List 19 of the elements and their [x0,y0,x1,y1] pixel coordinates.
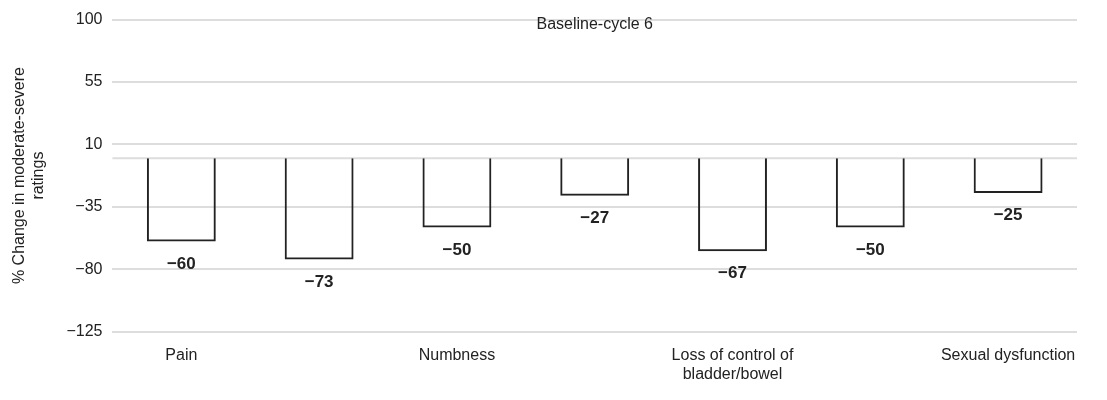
data-label: −50 [442,239,472,259]
y-tick-label: 55 [84,72,103,90]
data-label: −60 [166,253,196,273]
data-label: −27 [580,207,610,227]
y-tick-label: −80 [75,259,103,277]
data-label: −25 [993,205,1023,225]
y-axis-title: % Change in moderate-severe ratings [10,67,47,285]
x-tick-label: Pain [165,345,198,363]
x-tick-label: Sexual dysfunction [940,345,1076,363]
x-tick-label: Numbness [418,345,496,363]
y-tick-label: −125 [66,322,103,340]
y-tick-label: 100 [75,10,103,28]
annotation: Baseline-cycle 6 [536,15,654,33]
data-label: −73 [304,271,334,291]
y-tick-label: 10 [84,134,103,152]
y-tick-label: −35 [75,197,103,215]
data-label: −67 [718,263,747,283]
data-label: −50 [855,239,885,259]
x-tick-label: Loss of control of bladder/bowel [671,345,794,382]
